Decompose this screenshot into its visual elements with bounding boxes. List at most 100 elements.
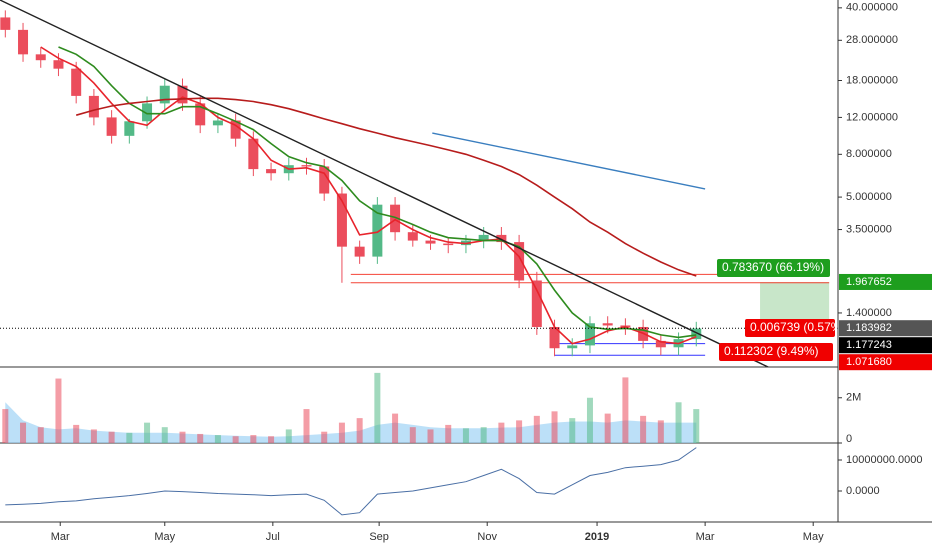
candle-body (443, 243, 454, 246)
candle-body (478, 234, 489, 241)
candle-body (142, 103, 153, 122)
volume-bar (73, 424, 80, 443)
volume-bar (392, 413, 399, 443)
x-tick-label: Mar (51, 531, 70, 543)
volume-bar (338, 422, 345, 443)
candle-body (35, 54, 46, 61)
volume-bar (657, 420, 664, 443)
candle-body (390, 204, 401, 233)
candle-body (655, 340, 666, 348)
volume-bar (2, 409, 9, 443)
volume-bar (321, 431, 328, 443)
volume-bar (516, 420, 523, 443)
price-label-bg (839, 354, 932, 371)
y-tick-label: 8.000000 (846, 148, 892, 160)
measure-label: 0.006739 (0.57%) (750, 320, 845, 334)
moving-average (75, 97, 697, 277)
candle-body (18, 29, 29, 55)
candle-body (425, 240, 436, 244)
measure-label-bg (745, 319, 835, 337)
y-tick-label: 0 (846, 433, 852, 445)
volume-bar (427, 429, 434, 443)
candle-body (230, 120, 241, 139)
price-label: 1.967652 (846, 276, 892, 288)
x-tick-label: 2019 (585, 531, 609, 543)
volume-bar (693, 409, 700, 443)
volume-bar (498, 422, 505, 443)
candle-body (691, 328, 702, 340)
candle-body (0, 17, 11, 30)
measure-label-bg (719, 343, 833, 361)
trendline (0, 0, 770, 367)
y-tick-label: 2M (846, 392, 861, 404)
candle-body (584, 323, 595, 346)
volume-bar (285, 429, 292, 443)
x-tick-label: Jul (266, 531, 280, 543)
volume-average (5, 402, 697, 443)
y-tick-label: 28.000000 (846, 34, 898, 46)
volume-bar (551, 411, 558, 443)
candle-body (336, 193, 347, 247)
candle-body (159, 85, 170, 104)
volume-bar (622, 377, 629, 443)
volume-bar (161, 427, 168, 443)
x-tick-label: Mar (696, 531, 715, 543)
indicator-line (5, 447, 697, 516)
y-tick-label: 18.000000 (846, 74, 898, 86)
candle-body (266, 169, 277, 174)
volume-bar (179, 431, 186, 443)
trendline (432, 132, 706, 190)
price-label-bg (839, 320, 932, 337)
measure-label-bg (717, 259, 830, 277)
y-tick-label: 10000000.0000 (846, 454, 922, 466)
overlay: 0.783670 (66.19%) 0.006739 (0.57%) 0.11230… (0, 259, 845, 361)
candle-body (53, 60, 64, 69)
price-label-bg (839, 337, 932, 354)
y-tick-label: 5.000000 (846, 191, 892, 203)
volume-bar (20, 422, 27, 443)
candle-body (602, 323, 613, 326)
volume-bar (90, 429, 97, 443)
price-label: 1.183982 (846, 322, 892, 334)
candle-body (88, 95, 99, 118)
volume-bar (197, 433, 204, 443)
candle-body (514, 242, 525, 281)
volume-bar (214, 435, 221, 443)
candle-body (549, 326, 560, 349)
candle-body (124, 121, 135, 136)
volume-bar (37, 427, 44, 443)
x-tick-label: May (803, 531, 824, 543)
volume-bar (640, 415, 647, 443)
moving-average (58, 46, 697, 339)
volume-bar (268, 436, 275, 443)
price-label: 1.177243 (846, 339, 892, 351)
volume-bar (356, 418, 363, 443)
candle-body (567, 345, 578, 349)
x-tick-label: Sep (369, 531, 389, 543)
volume-bar (604, 413, 611, 443)
candle-body (195, 103, 206, 126)
volume-bar (586, 397, 593, 443)
price-label-bg (839, 273, 932, 290)
volume-bar (232, 436, 239, 443)
volume-bar (126, 432, 133, 443)
volume-bar (303, 409, 310, 443)
y-tick-label: 40.000000 (846, 2, 898, 14)
volume-bar (462, 428, 469, 443)
measure-label: 0.783670 (66.19%) (722, 260, 824, 274)
y-tick-label: 0.0000 (846, 485, 880, 497)
candle-body (301, 165, 312, 167)
candle-body (248, 138, 259, 170)
candle-body (212, 120, 223, 126)
volume-bar (144, 422, 151, 443)
volume-bar (409, 427, 416, 443)
price-label: 1.071680 (846, 356, 892, 368)
candle-body (106, 117, 117, 136)
volume-bar (55, 378, 62, 443)
candle-body (372, 204, 383, 257)
volume-bar (374, 372, 381, 443)
volume-bar (250, 435, 257, 443)
volume-bar (480, 427, 487, 443)
candle-body (354, 246, 365, 257)
